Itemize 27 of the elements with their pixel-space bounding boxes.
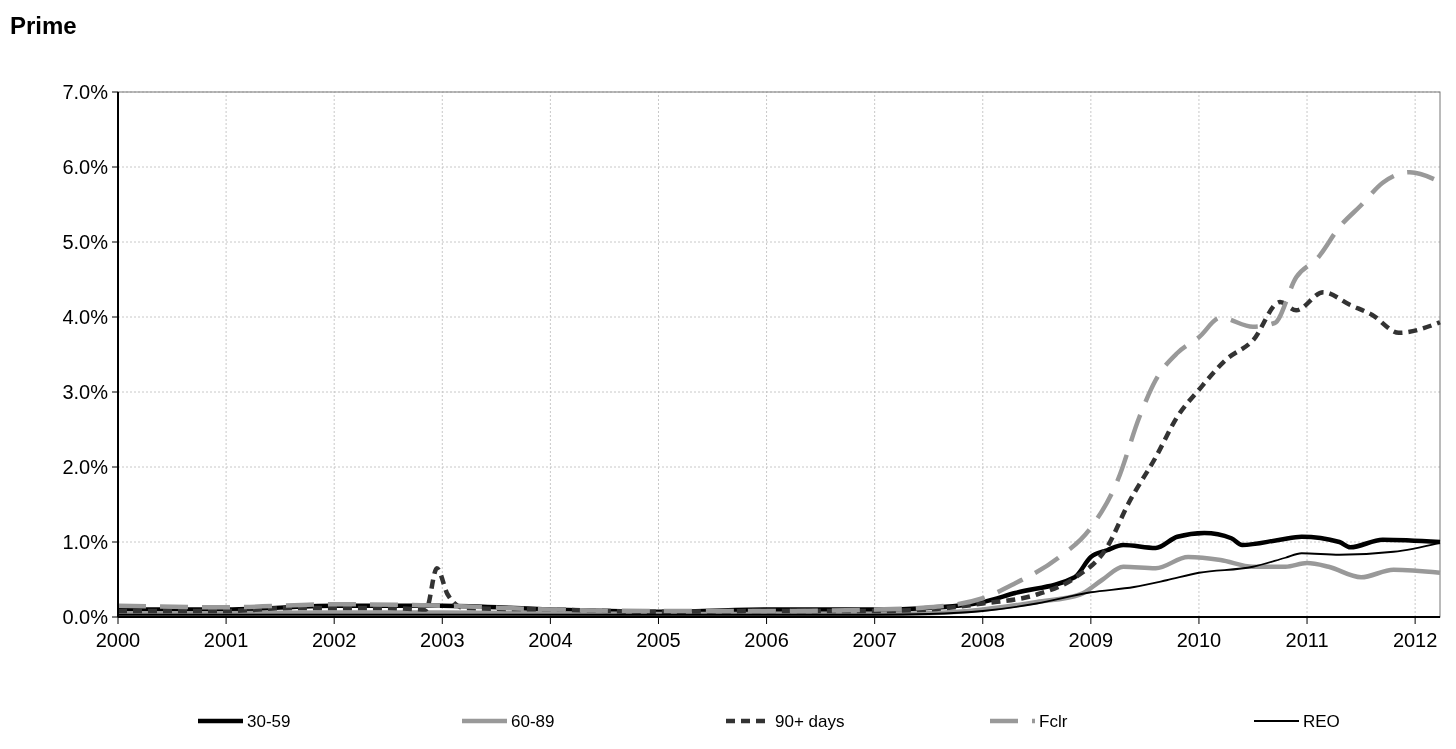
x-tick-label: 2009 bbox=[1068, 629, 1114, 651]
y-tick-label: 5.0% bbox=[62, 231, 109, 253]
x-tick-label: 2004 bbox=[528, 629, 573, 651]
y-tick-label: 1.0% bbox=[62, 531, 109, 553]
y-tick-label: 0.0% bbox=[62, 606, 109, 628]
legend-label: Fclr bbox=[1039, 711, 1068, 731]
y-tick-label: 7.0% bbox=[62, 81, 109, 103]
legend-label: 30-59 bbox=[247, 711, 291, 731]
legend-label: 90+ days bbox=[775, 711, 845, 731]
x-tick-label: 2008 bbox=[960, 629, 1006, 651]
y-tick-label: 4.0% bbox=[62, 306, 109, 328]
y-tick-label: 2.0% bbox=[62, 456, 109, 478]
x-tick-label: 2011 bbox=[1285, 629, 1329, 651]
x-tick-label: 2001 bbox=[203, 629, 249, 651]
legend-label: REO bbox=[1303, 711, 1340, 731]
legend-label: 60-89 bbox=[511, 711, 555, 731]
x-tick-label: 2005 bbox=[636, 629, 681, 651]
x-tick-label: 2003 bbox=[420, 629, 465, 651]
y-tick-label: 6.0% bbox=[62, 156, 109, 178]
chart-title: Prime bbox=[10, 12, 77, 39]
x-tick-label: 2000 bbox=[95, 629, 141, 651]
x-tick-label: 2012 bbox=[1392, 629, 1438, 651]
x-tick-label: 2010 bbox=[1176, 629, 1222, 651]
x-tick-label: 2006 bbox=[744, 629, 789, 651]
y-tick-label: 3.0% bbox=[62, 381, 109, 403]
x-tick-label: 2007 bbox=[852, 629, 897, 651]
x-tick-label: 2002 bbox=[311, 629, 357, 651]
